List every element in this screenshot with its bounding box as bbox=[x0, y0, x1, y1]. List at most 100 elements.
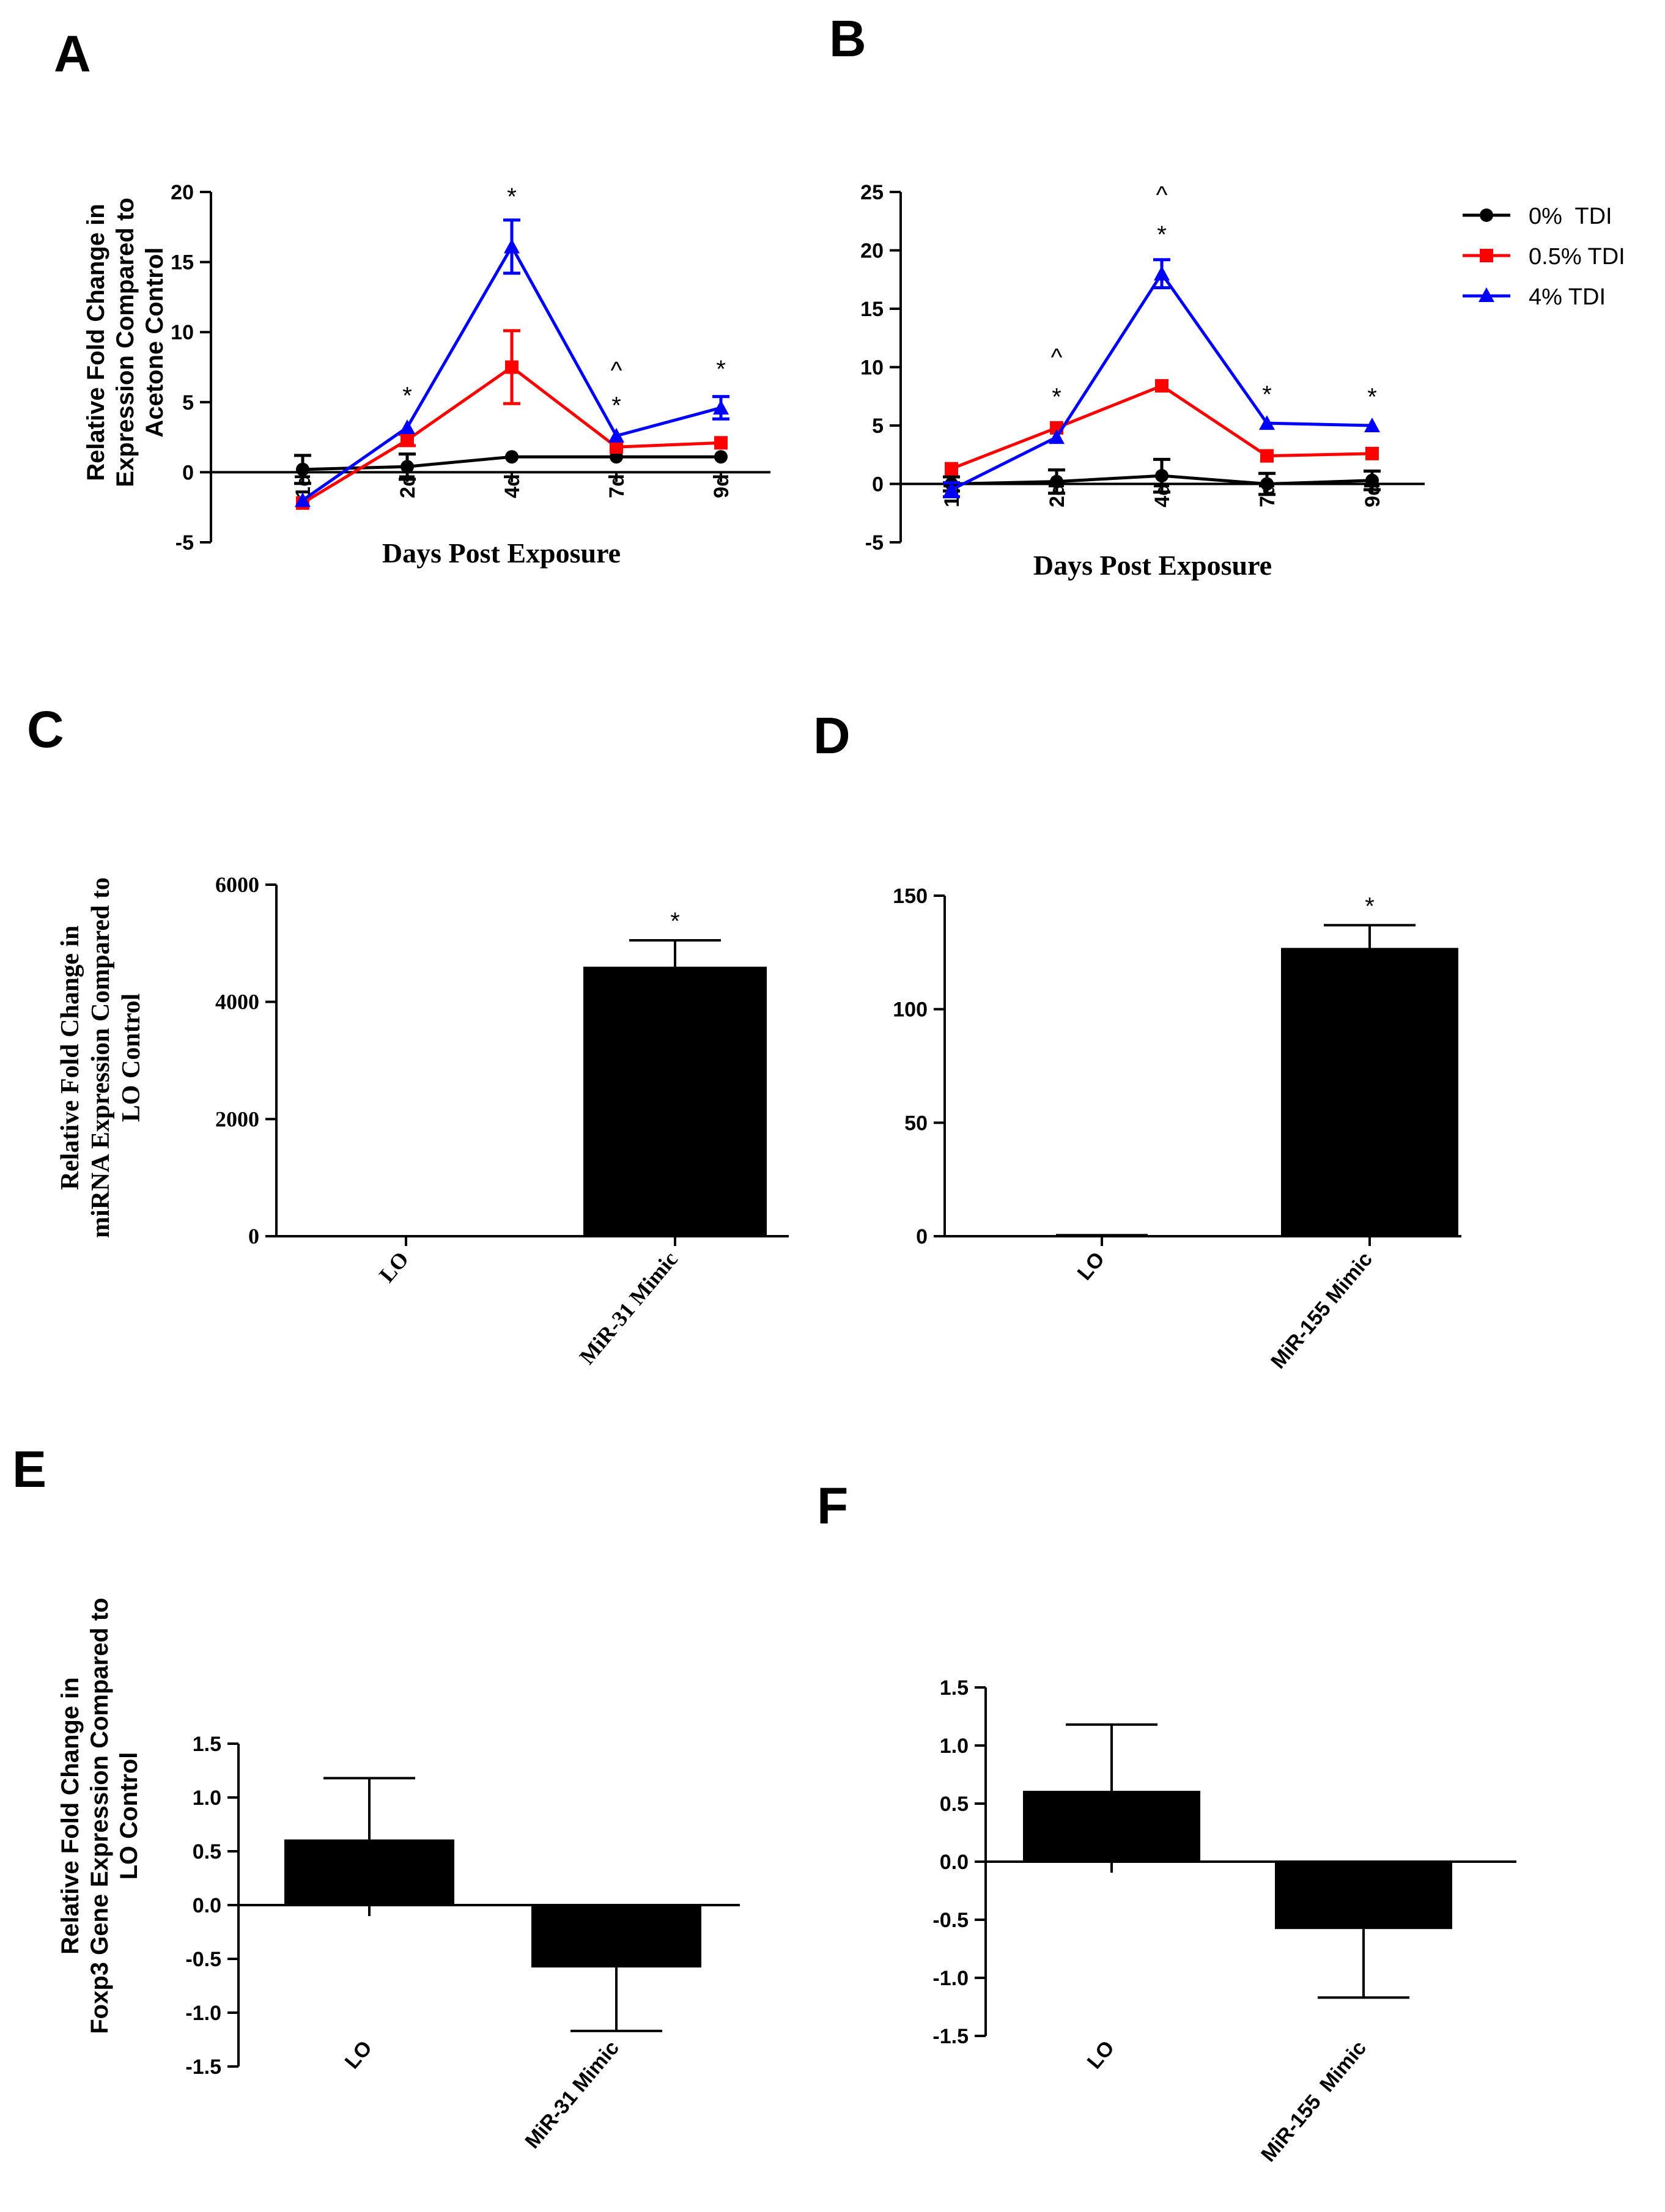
ylabel-a-line-1: Relative Fold Change in bbox=[83, 204, 109, 481]
legend-entry-4pct-tdi: 4% TDI bbox=[1463, 284, 1606, 310]
x-tick-label-a-9d: 9d bbox=[710, 474, 733, 498]
y-tick-label-d: 50 bbox=[904, 1112, 928, 1135]
y-tick-label-d: 150 bbox=[893, 885, 928, 908]
significance-mark-b-7d: * bbox=[1262, 381, 1272, 408]
y-tick-label-a: 20 bbox=[171, 181, 194, 204]
y-tick-label-c: 6000 bbox=[215, 872, 259, 897]
significance-mark-a-7d: * bbox=[611, 392, 621, 419]
data-point-a-0-tdi-2d bbox=[401, 460, 414, 474]
data-point-a-0-5-tdi-7d bbox=[610, 440, 623, 454]
panel-letter-f: F bbox=[817, 1477, 848, 1535]
significance-mark-b-4d: ^ bbox=[1156, 182, 1168, 208]
ylabel-a-line-3: Acetone Control bbox=[141, 247, 168, 437]
y-tick-label-b: 25 bbox=[860, 181, 884, 204]
x-axis-title-a: Days Post Exposure bbox=[382, 537, 621, 569]
bar-c-mir-31-mimic bbox=[583, 967, 767, 1236]
x-category-label-f-mir-155-mimic: MiR-155 Mimic bbox=[1257, 2037, 1371, 2167]
x-category-label-d-lo: LO bbox=[1073, 1248, 1109, 1285]
significance-mark-c-mir-31-mimic: * bbox=[670, 908, 680, 935]
data-point-b-4-tdi-2d bbox=[1049, 429, 1065, 444]
y-tick-label-e: -1.5 bbox=[185, 2055, 221, 2079]
bar-f-mir-155-mimic bbox=[1275, 1862, 1452, 1930]
y-tick-label-b: 15 bbox=[860, 298, 884, 321]
y-tick-label-b: 0 bbox=[872, 473, 884, 496]
panel-f-chart: -1.5 -1.0 -0.5 0.0 0.5 1.0 1.5 LO MiR-155 Mimic bbox=[932, 1676, 1516, 2166]
data-point-a-4-tdi-7d bbox=[608, 427, 624, 443]
data-point-a-4-tdi-4d bbox=[504, 238, 520, 254]
significance-mark-a-2d: * bbox=[402, 382, 412, 409]
ylabel-e-line-1: Relative Fold Change in bbox=[57, 1677, 84, 1954]
y-tick-label-a: 5 bbox=[182, 391, 194, 415]
data-point-a-0-tdi-9d bbox=[714, 450, 728, 464]
data-point-b-4-tdi-9d bbox=[1364, 418, 1380, 432]
y-tick-label-c: 0 bbox=[248, 1224, 259, 1248]
data-point-b-0-tdi-9d bbox=[1365, 473, 1379, 487]
ylabel-e: Relative Fold Change in Foxp3 Gene Expre… bbox=[57, 1598, 142, 2034]
y-tick-label-d: 0 bbox=[916, 1225, 928, 1248]
series-line-b-0-5-tdi bbox=[951, 384, 1373, 471]
data-point-b-0-5-tdi-7d bbox=[1260, 449, 1274, 463]
x-category-label-c-lo: LO bbox=[374, 1247, 413, 1287]
y-tick-label-a: 10 bbox=[171, 321, 194, 344]
ylabel-c-line-1: Relative Fold Change in bbox=[56, 926, 84, 1190]
bar-f-lo bbox=[1023, 1791, 1200, 1862]
significance-mark-a-7d: ^ bbox=[611, 357, 622, 384]
y-tick-label-f: 0.5 bbox=[940, 1793, 969, 1816]
x-tick-label-a-7d: 7d bbox=[605, 474, 629, 498]
panel-letter-a: A bbox=[54, 25, 91, 83]
data-point-b-4-tdi-4d bbox=[1154, 265, 1170, 281]
panel-c-chart: 0 2000 4000 6000 LO MiR-31 Mimic * bbox=[215, 872, 789, 1369]
data-point-b-0-tdi-2d bbox=[1050, 474, 1063, 488]
legend: 0% TDI 0.5% TDI 4% TDI bbox=[1463, 204, 1625, 310]
panel-b-chart: -505101520251d2d4d7d9dDays Post Exposure… bbox=[860, 181, 1425, 581]
y-tick-label-e: -0.5 bbox=[185, 1948, 221, 1971]
x-category-label-e-mir-31-mimic: MiR-31 Mimic bbox=[520, 2037, 624, 2153]
y-tick-label-b: -5 bbox=[865, 531, 884, 555]
ylabel-c-line-2: miRNA Expression Compared to bbox=[87, 877, 115, 1238]
significance-mark-a-4d: * bbox=[507, 183, 517, 210]
data-point-b-0-tdi-7d bbox=[1260, 477, 1274, 491]
ylabel-c-line-3: LO Control bbox=[117, 994, 146, 1122]
significance-mark-b-2d: ^ bbox=[1051, 344, 1063, 371]
legend-square-marker bbox=[1480, 249, 1493, 262]
data-point-a-0-5-tdi-9d bbox=[714, 436, 728, 450]
y-tick-label-b: 20 bbox=[860, 240, 884, 263]
data-point-b-4-tdi-7d bbox=[1259, 415, 1275, 430]
panel-letter-d: D bbox=[813, 707, 851, 764]
ylabel-e-line-3: LO Control bbox=[116, 1752, 142, 1880]
ylabel-a: Relative Fold Change in Expression Compa… bbox=[83, 197, 168, 487]
y-tick-label-c: 2000 bbox=[215, 1107, 259, 1131]
data-point-a-4-tdi-1d bbox=[295, 492, 311, 507]
data-point-b-0-5-tdi-1d bbox=[945, 462, 958, 476]
bar-d-lo bbox=[1056, 1234, 1148, 1237]
significance-mark-d-mir-155-mimic: * bbox=[1365, 893, 1375, 920]
legend-entry-0pct-tdi: 0% TDI bbox=[1463, 204, 1612, 229]
legend-label-4pct-tdi: 4% TDI bbox=[1529, 284, 1606, 310]
y-tick-label-f: -1.5 bbox=[932, 2025, 969, 2048]
y-tick-label-e: 1.5 bbox=[193, 1733, 221, 1756]
y-tick-label-a: 0 bbox=[182, 461, 194, 484]
data-point-b-0-tdi-4d bbox=[1155, 469, 1168, 483]
ylabel-e-line-2: Foxp3 Gene Expression Compared to bbox=[86, 1598, 113, 2034]
data-point-b-4-tdi-1d bbox=[943, 482, 959, 497]
panel-letter-c: C bbox=[27, 701, 64, 758]
legend-label-0pct-tdi: 0% TDI bbox=[1529, 204, 1612, 229]
x-category-label-e-lo: LO bbox=[341, 2037, 377, 2074]
y-tick-label-e: 0.5 bbox=[193, 1840, 221, 1864]
data-point-b-0-5-tdi-9d bbox=[1365, 446, 1379, 460]
y-tick-label-d: 100 bbox=[893, 998, 928, 1022]
ylabel-c: Relative Fold Change in miRNA Expression… bbox=[56, 877, 146, 1238]
y-tick-label-a: -5 bbox=[175, 531, 194, 555]
significance-mark-b-9d: * bbox=[1367, 383, 1377, 410]
y-tick-label-b: 10 bbox=[860, 356, 884, 380]
y-tick-label-e: -1.0 bbox=[185, 2002, 221, 2025]
legend-triangle-marker bbox=[1479, 287, 1494, 302]
data-point-a-0-5-tdi-2d bbox=[401, 433, 414, 447]
x-category-label-d-mir-155-mimic: MiR-155 Mimic bbox=[1266, 1248, 1377, 1373]
bar-e-lo bbox=[284, 1839, 454, 1905]
data-point-a-4-tdi-9d bbox=[713, 399, 729, 415]
data-point-a-4-tdi-2d bbox=[399, 419, 415, 435]
data-point-a-0-5-tdi-4d bbox=[505, 360, 519, 374]
